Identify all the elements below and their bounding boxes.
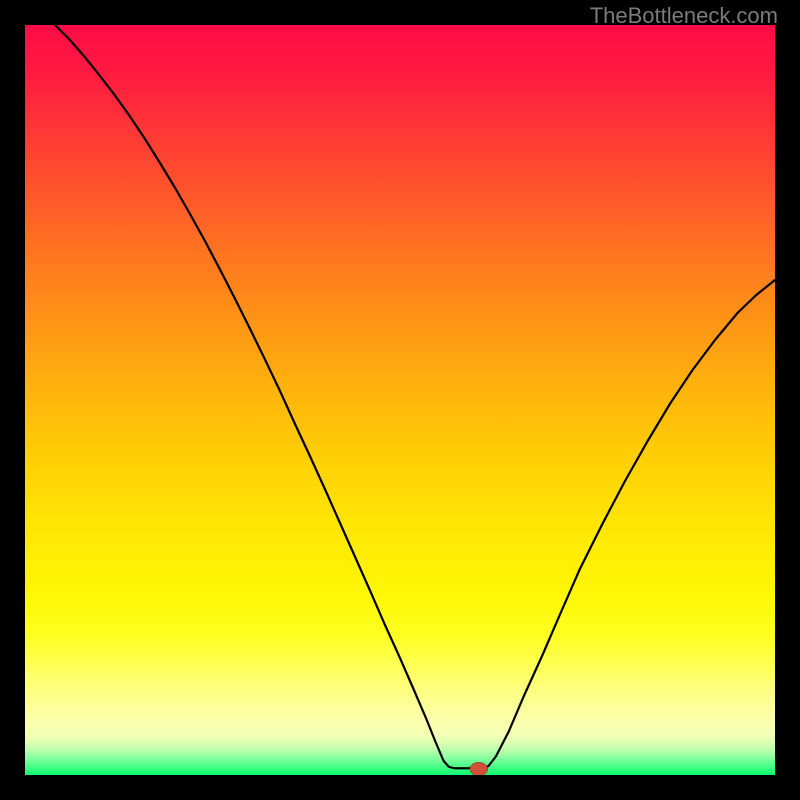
optimal-point-marker xyxy=(470,762,488,775)
plot-svg xyxy=(25,25,775,775)
plot-area xyxy=(25,25,775,775)
watermark-text: TheBottleneck.com xyxy=(590,3,778,29)
chart-frame: TheBottleneck.com xyxy=(0,0,800,800)
gradient-background xyxy=(25,25,775,775)
